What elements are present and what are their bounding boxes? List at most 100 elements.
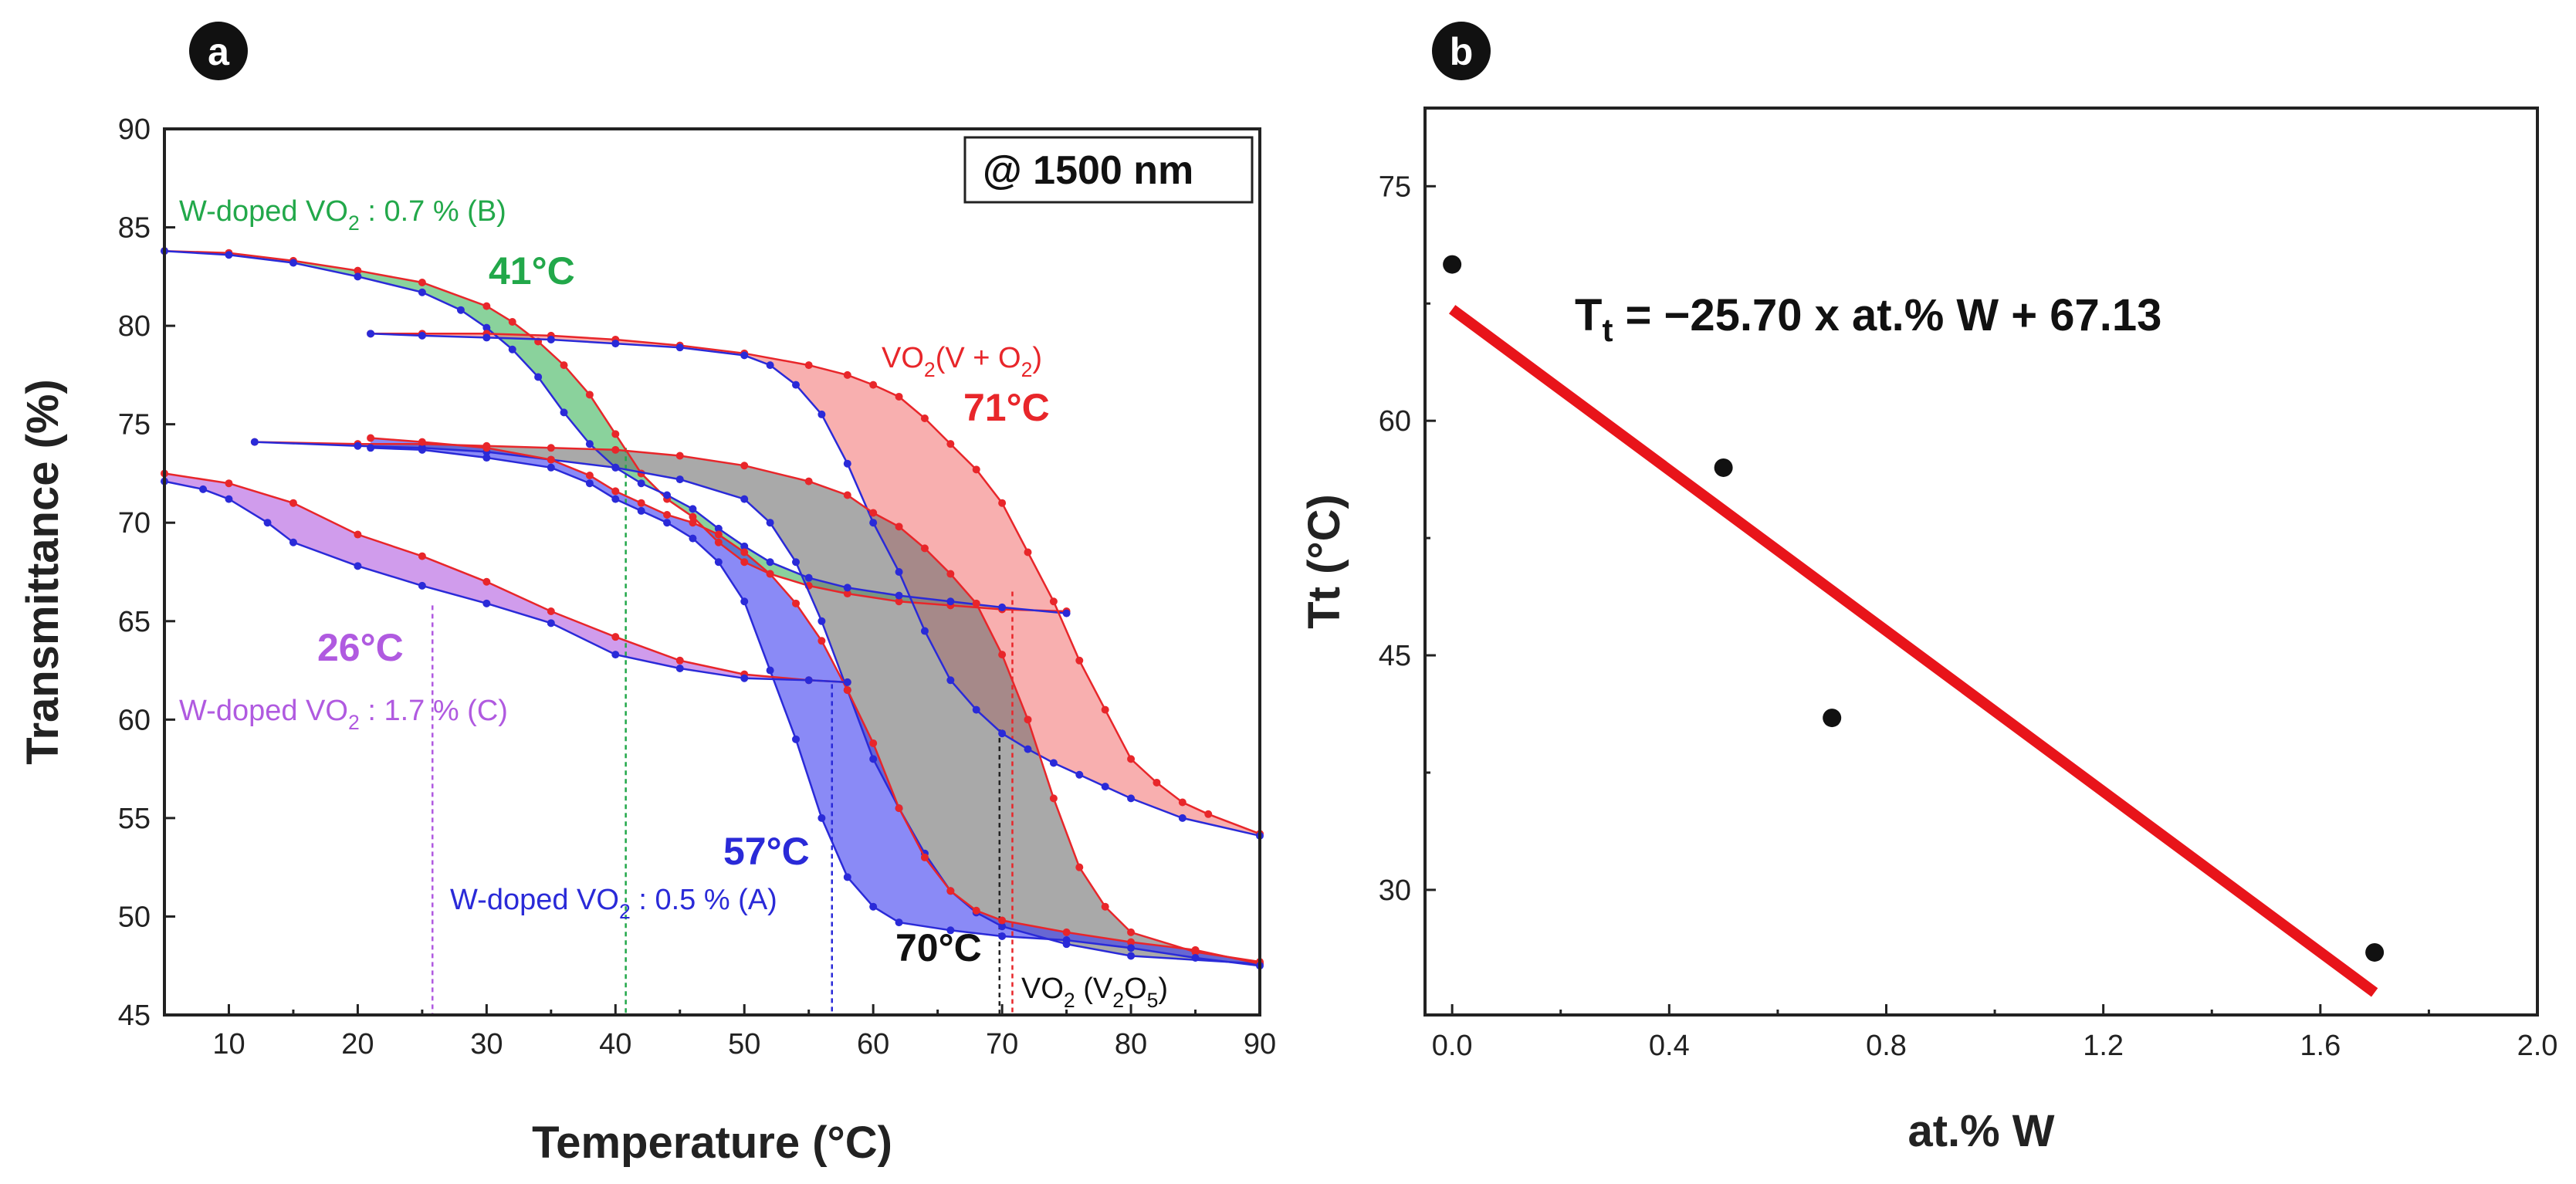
cooling-point-V+O2 (611, 340, 620, 348)
label-vo2-vo2: VO2(V + O2) (882, 342, 1042, 381)
heating-point-B (714, 538, 723, 546)
cooling-point-A (637, 506, 645, 515)
y-tick-label-a: 90 (118, 113, 151, 146)
panel-a-letter: a (208, 30, 230, 73)
heating-point-V+O2 (1024, 548, 1032, 556)
cooling-point-A (611, 495, 620, 503)
cooling-point-V+O2 (675, 343, 684, 352)
cooling-point-V+O2 (740, 351, 749, 360)
cooling-point-A (689, 534, 697, 543)
heating-point-V2O5 (946, 570, 955, 578)
cooling-point-A (1062, 936, 1071, 945)
heating-point-A (585, 471, 594, 479)
heating-point-A (367, 434, 375, 442)
heating-point-A (482, 444, 491, 452)
cooling-point-V+O2 (1127, 794, 1136, 803)
x-tick-label-b: 2.0 (2517, 1030, 2558, 1062)
cooling-point-C (740, 674, 749, 682)
heating-point-V2O5 (1024, 715, 1032, 724)
cooling-point-A (792, 735, 801, 743)
x-tick-label-a: 90 (1244, 1028, 1276, 1061)
heating-point-A (1191, 946, 1200, 954)
heating-point-C (225, 479, 233, 488)
heating-point-V+O2 (1049, 597, 1058, 606)
cooling-point-A (946, 926, 955, 935)
hysteresis-area-C (164, 473, 848, 682)
cooling-point-C (547, 619, 555, 628)
heating-curve-V+O2 (371, 333, 1261, 835)
y-tick-label-a: 70 (118, 507, 151, 540)
cooling-point-V2O5 (817, 617, 826, 625)
cooling-point-C (263, 519, 272, 527)
cooling-point-V+O2 (920, 627, 929, 635)
x-tick-label-b: 0.0 (1432, 1030, 1473, 1062)
heating-point-A (817, 637, 826, 645)
scatter-point (2365, 942, 2385, 962)
heating-point-V+O2 (998, 499, 1007, 507)
cooling-point-V2O5 (354, 441, 362, 450)
y-tick-label-a: 75 (118, 409, 151, 441)
heating-point-A (972, 906, 980, 915)
heating-point-A (611, 487, 620, 496)
heating-point-A (1062, 928, 1071, 936)
cooling-point-A (418, 445, 426, 454)
cooling-point-A (482, 454, 491, 462)
heating-point-V+O2 (869, 381, 878, 389)
cooling-point-B (534, 373, 543, 381)
cooling-point-B (946, 597, 955, 606)
heating-point-B (843, 590, 851, 598)
heating-point-B (418, 278, 426, 286)
cooling-point-C (418, 581, 426, 590)
heating-point-B (689, 513, 697, 521)
cooling-point-C (354, 562, 362, 570)
heating-point-V2O5 (1127, 928, 1136, 936)
y-tick-label-a: 80 (118, 310, 151, 343)
eq-sub: t (1602, 312, 1613, 348)
heating-point-V+O2 (1127, 755, 1136, 763)
cooling-point-A (547, 463, 555, 472)
heating-point-A (1127, 938, 1136, 946)
heating-point-V2O5 (740, 462, 749, 470)
hysteresis-area-V2O5 (254, 441, 1260, 964)
heating-point-V2O5 (998, 651, 1007, 659)
heating-point-V2O5 (804, 477, 813, 485)
heating-point-C (418, 552, 426, 560)
fit-equation: Tt = −25.70 x at.% W + 67.13 (1575, 290, 2161, 348)
cooling-point-V+O2 (1101, 783, 1109, 791)
cooling-point-C (225, 495, 233, 503)
eq-rest: = −25.70 x at.% W + 67.13 (1613, 290, 2161, 340)
hysteresis-fills (164, 251, 1261, 966)
hysteresis-area-A (371, 438, 1261, 966)
heating-point-C (482, 577, 491, 586)
heating-point-A (689, 519, 697, 527)
panel-a-badge: a (189, 22, 248, 80)
panel-b-letter: b (1450, 30, 1474, 73)
heating-point-B (611, 430, 620, 438)
cooling-point-V2O5 (766, 519, 774, 527)
x-tick-label-a: 50 (728, 1028, 760, 1061)
heating-point-A (843, 686, 851, 695)
heating-point-A (663, 511, 672, 519)
heating-point-V+O2 (1153, 778, 1161, 787)
heating-point-V2O5 (1049, 794, 1058, 803)
cooling-point-V+O2 (367, 330, 375, 338)
heating-point-A (920, 853, 929, 861)
x-tick-label-b: 1.6 (2300, 1030, 2341, 1062)
cooling-point-V+O2 (766, 361, 774, 370)
cooling-point-V2O5 (792, 558, 801, 567)
x-tick-label-a: 30 (470, 1028, 503, 1061)
cooling-point-C (843, 678, 851, 686)
cooling-point-A (869, 902, 878, 911)
heating-point-C (611, 633, 620, 641)
heating-point-V2O5 (869, 509, 878, 517)
wavelength-box-frame (963, 136, 1254, 204)
heating-point-B (560, 361, 568, 370)
y-tick-label-a: 65 (118, 606, 151, 638)
cooling-point-B (456, 306, 465, 314)
cooling-point-B (689, 505, 697, 513)
cooling-point-B (225, 251, 233, 259)
eq-main: T (1575, 290, 1602, 340)
cooling-point-V2O5 (740, 495, 749, 503)
cooling-point-B (354, 272, 362, 281)
